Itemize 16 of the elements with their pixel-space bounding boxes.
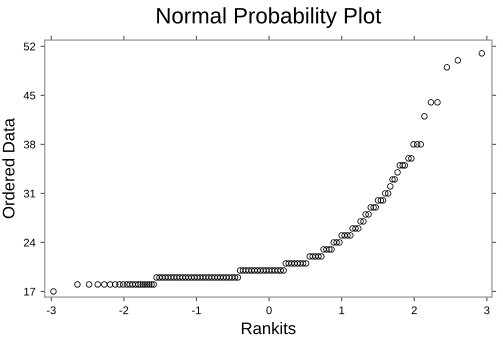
y-tick-label: 45 [24, 92, 36, 100]
x-tick-label: -3 [46, 306, 56, 314]
x-tick-label: -1 [192, 306, 201, 314]
y-axis-title: Ordered Data [2, 118, 15, 218]
y-tick-label: 52 [24, 42, 36, 50]
chart-title: Normal Probability Plot [157, 7, 382, 28]
x-tick-label: 2 [412, 306, 417, 314]
x-tick-label: 0 [266, 306, 272, 314]
x-tick-label: 1 [339, 306, 344, 314]
y-tick-label: 24 [24, 238, 36, 246]
x-axis-title: Rankits [242, 322, 296, 334]
y-tick-label: 38 [24, 140, 36, 149]
y-tick-label: 17 [24, 288, 36, 296]
x-tick-label: -2 [119, 306, 128, 314]
x-tick-label: 3 [484, 306, 490, 314]
y-tick-label: 31 [24, 190, 36, 198]
